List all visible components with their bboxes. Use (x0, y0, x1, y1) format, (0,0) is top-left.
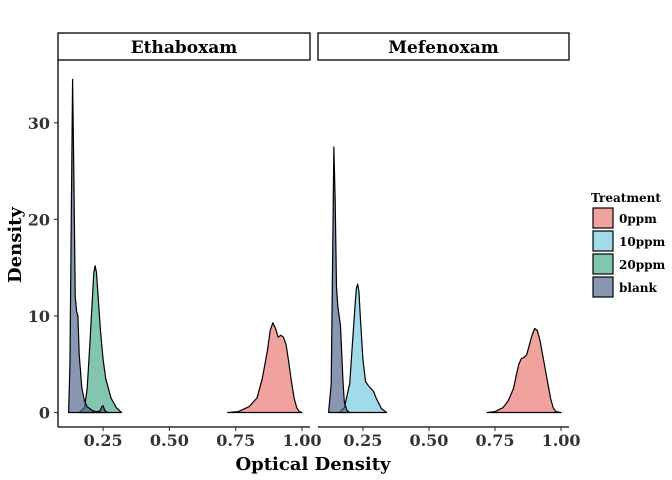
legend-label: 10ppm (619, 235, 665, 249)
legend-label: 0ppm (619, 212, 657, 226)
x-tick-label: 0.25 (84, 431, 123, 450)
legend-swatch (592, 230, 614, 252)
density-blank (327, 146, 351, 414)
y-tick-label: 0 (39, 404, 50, 423)
legend-title: Treatment (591, 191, 661, 205)
y-tick-label: 10 (28, 307, 50, 326)
y-tick-label: 30 (28, 114, 50, 133)
legend-item-20ppm: 20ppm (592, 253, 665, 275)
density-0ppm (227, 322, 303, 414)
density-0ppm (486, 327, 562, 414)
legend-label: blank (619, 281, 657, 295)
x-tick-label: 0.50 (409, 431, 448, 450)
x-axis-title: Optical Density (235, 454, 391, 475)
x-tick-label: 0.75 (216, 431, 255, 450)
legend-swatch (592, 276, 614, 298)
x-tick-label: 0.25 (343, 431, 382, 450)
panel-ethaboxam: Ethaboxam (57, 32, 311, 414)
x-tick-label: 0.50 (150, 431, 189, 450)
x-tick-label: 0.75 (476, 431, 515, 450)
legend-item-0ppm: 0ppm (592, 207, 657, 229)
legend-label: 20ppm (619, 258, 665, 272)
panel-mefenoxam: Mefenoxam (317, 32, 570, 414)
strip-label: Ethaboxam (131, 38, 238, 58)
axes-layer: 0.25 0.50 0.75 1.00 0 10 20 30 0.25 0.50 0.75 1.00 (28, 60, 581, 450)
legend: Treatment 0ppm 10ppm 20ppm blank (591, 191, 665, 298)
legend-swatch (592, 253, 614, 275)
x-tick-label: 1.00 (542, 431, 581, 450)
y-tick-label: 20 (28, 210, 50, 229)
density-20ppm (78, 265, 123, 414)
density-blank (68, 78, 109, 414)
strip-box (317, 32, 570, 61)
legend-item-10ppm: 10ppm (592, 230, 665, 252)
x-tick-label: 1.00 (283, 431, 322, 450)
y-axis-title: Density (5, 207, 26, 283)
legend-swatch (592, 207, 614, 229)
panels-layer: Ethaboxam Mefenoxam (57, 32, 570, 414)
density-10ppm (338, 283, 388, 414)
strip-label: Mefenoxam (388, 38, 499, 58)
legend-item-blank: blank (592, 276, 657, 298)
strip-box (57, 32, 311, 61)
